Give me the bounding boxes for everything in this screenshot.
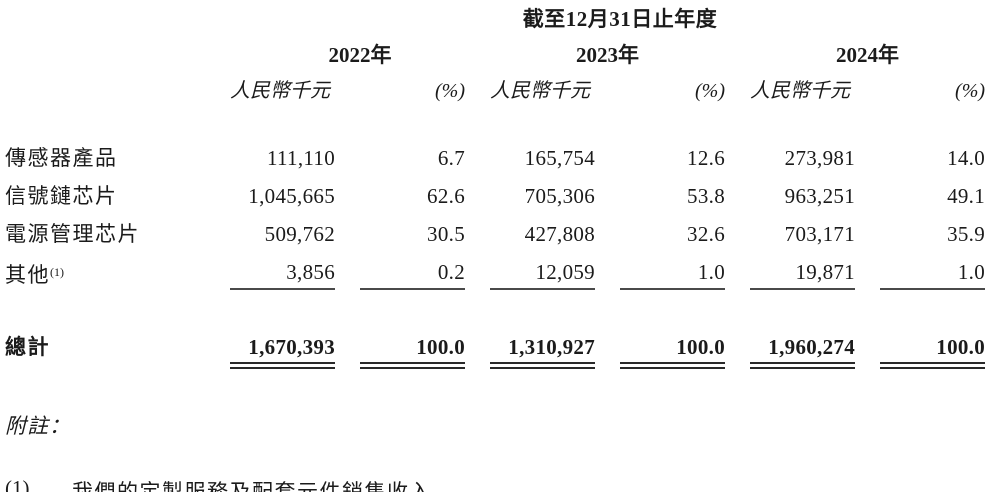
footnote-item: (1) 我們的定製服務及配套元件銷售收入。 [5,476,1000,492]
total-value: 100.0 [936,335,986,359]
year-header-2024: 2024年 [836,43,900,67]
footnotes-section: 附註： (1) 我們的定製服務及配套元件銷售收入。 [5,410,1000,492]
cell-value: 12,059 [490,261,595,290]
table-row: 傳感器產品 111,110 6.7 165,754 12.6 273,981 1… [5,147,985,185]
year-header-row: 2022年 2023年 2024年 [5,42,985,80]
subheader-row: 人民幣千元 (%) 人民幣千元 (%) 人民幣千元 (%) [5,80,985,104]
total-label: 總計 [5,335,50,359]
spacer-row [5,299,985,336]
double-rule [750,362,855,369]
col-header-percent: (%) [695,80,725,102]
cell-value: 12.6 [687,146,725,170]
col-header-percent: (%) [955,80,986,102]
row-label: 傳感器產品 [5,146,118,170]
period-header: 截至12月31日止年度 [522,7,718,31]
cell-value: 62.6 [427,184,465,208]
col-header-amount: 人民幣千元 [490,80,590,102]
row-label: 其他 [5,263,50,287]
cell-value: 30.5 [427,222,465,246]
cell-value: 35.9 [947,222,986,246]
cell-value: 1,045,665 [248,184,335,208]
revenue-breakdown-table: 截至12月31日止年度 2022年 2023年 2024年 人民幣千元 (%) … [5,6,986,369]
cell-value: 53.8 [687,184,725,208]
cell-value: 0.2 [360,261,465,290]
cell-value: 111,110 [266,146,335,170]
double-rule [230,362,335,369]
double-rule [880,362,986,369]
row-label: 信號鏈芯片 [5,184,118,208]
double-rule [620,362,725,369]
total-value: 1,960,274 [768,335,855,359]
cell-value: 19,871 [750,261,855,290]
cell-value: 703,171 [784,222,855,246]
footnote-text: 我們的定製服務及配套元件銷售收入。 [72,480,455,492]
cell-value: 32.6 [687,222,725,246]
cell-value: 427,808 [524,222,595,246]
total-value: 1,310,927 [508,335,595,359]
cell-value: 1.0 [620,261,725,290]
footnote-marker: (1) [5,476,30,492]
col-header-percent: (%) [435,80,465,102]
double-rule [360,362,465,369]
cell-value: 6.7 [437,146,465,170]
notes-heading: 附註： [5,414,71,438]
total-row: 總計 1,670,393 100.0 1,310,927 100.0 1,960… [5,335,986,369]
total-value: 100.0 [676,335,725,359]
cell-value: 165,754 [524,146,595,170]
table-header-row: 截至12月31日止年度 [5,6,985,42]
year-header-2022: 2022年 [328,43,392,67]
cell-value: 3,856 [230,261,335,290]
note-reference: (1) [50,265,64,279]
cell-value: 705,306 [524,184,595,208]
total-value: 1,670,393 [248,335,335,359]
cell-value: 273,981 [784,146,855,170]
spacer-row [5,104,985,147]
year-header-2023: 2023年 [576,43,639,67]
double-rule [490,362,595,369]
cell-value: 49.1 [947,184,986,208]
cell-value: 14.0 [947,146,986,170]
table-row: 電源管理芯片 509,762 30.5 427,808 32.6 703,171… [5,223,985,261]
total-value: 100.0 [416,335,465,359]
col-header-amount: 人民幣千元 [750,80,850,102]
cell-value: 1.0 [880,261,986,290]
col-header-amount: 人民幣千元 [230,80,330,102]
table-row: 其他(1) 3,856 0.2 12,059 1.0 19,871 1.0 [5,261,986,299]
row-label: 電源管理芯片 [5,222,140,246]
table-row: 信號鏈芯片 1,045,665 62.6 705,306 53.8 963,25… [5,185,985,223]
cell-value: 509,762 [264,222,335,246]
cell-value: 963,251 [784,184,855,208]
